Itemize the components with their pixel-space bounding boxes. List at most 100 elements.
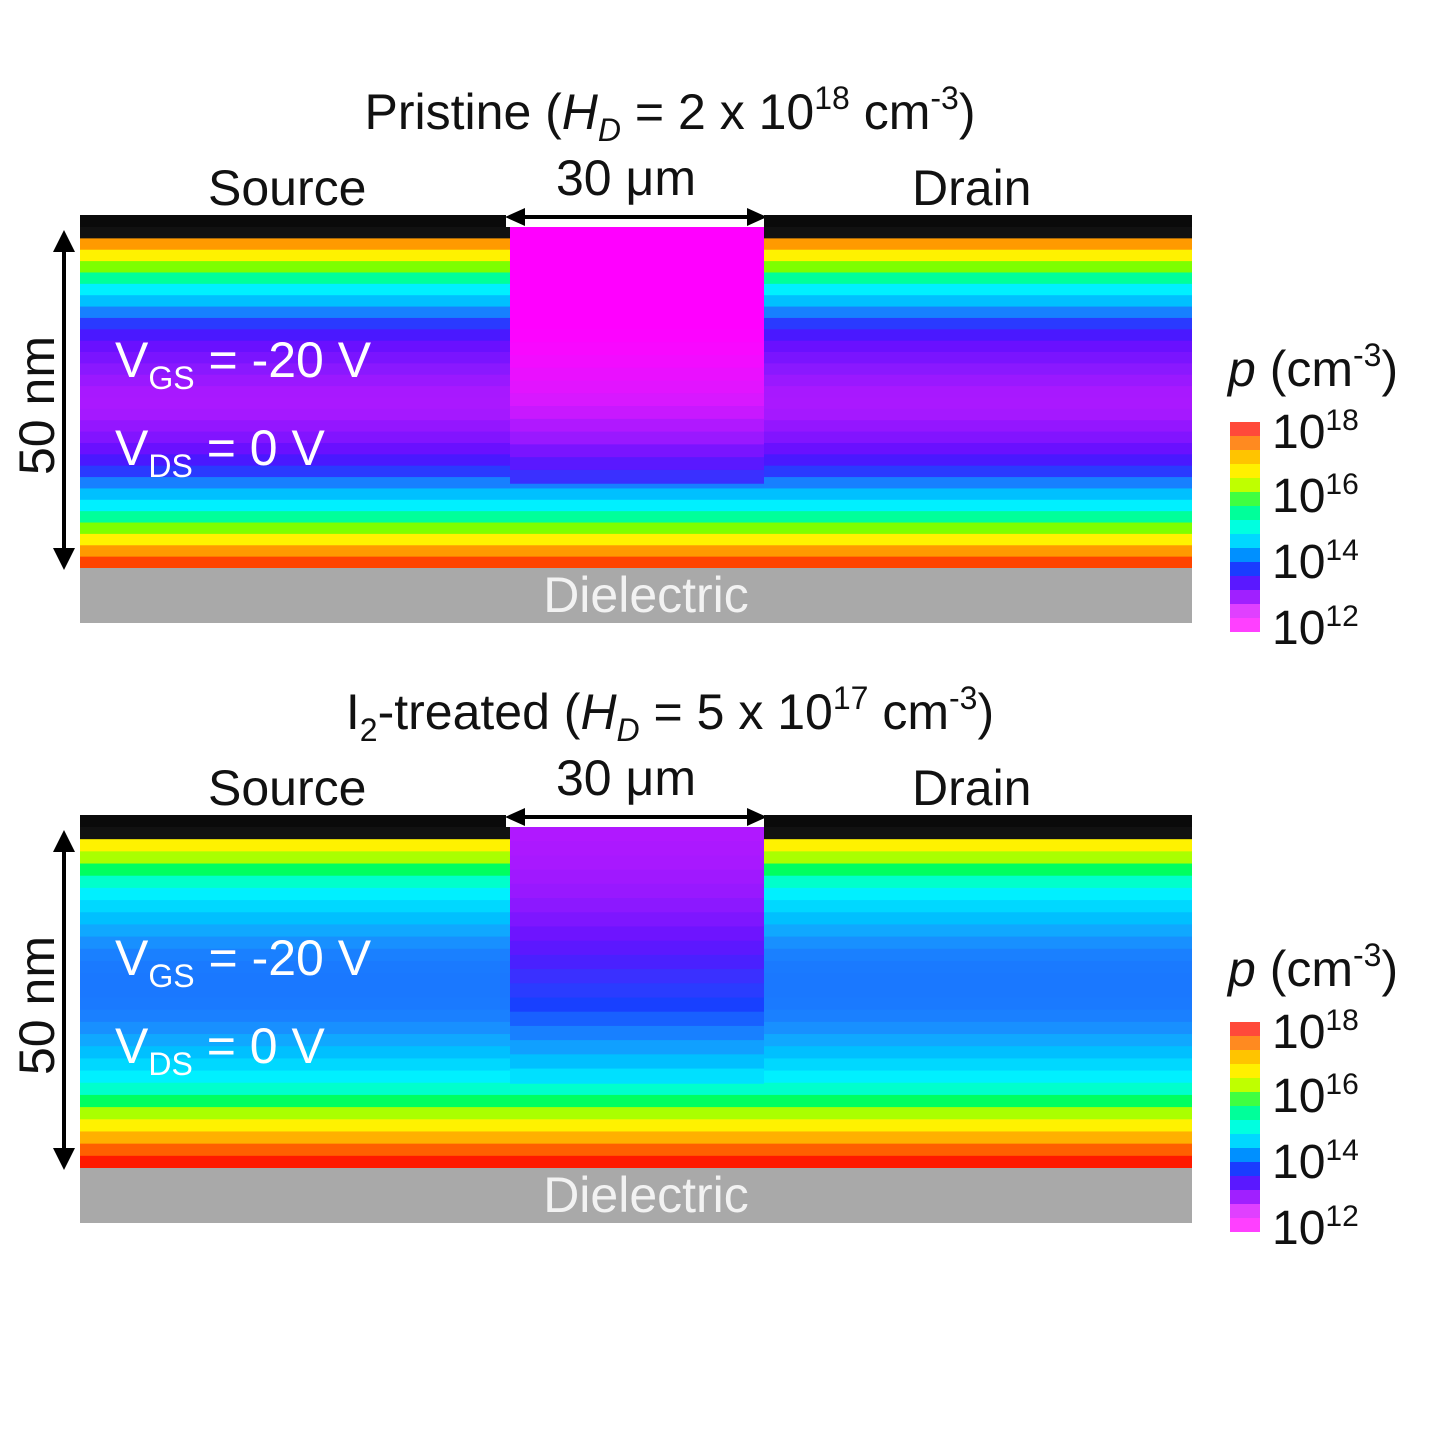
channel-width-arrow (505, 208, 767, 226)
density-band-drain-side (764, 397, 1192, 410)
source-contact (80, 215, 506, 227)
density-band-source-side (80, 1021, 510, 1036)
colorbar-segment (1230, 534, 1260, 549)
density-band-drain-side (764, 420, 1192, 433)
colorbar-segment (1230, 1176, 1260, 1191)
density-band-drain-side (764, 1082, 1192, 1096)
density-band-drain-side (764, 839, 1192, 853)
density-band-channel-under (510, 511, 764, 524)
density-band-channel (510, 997, 764, 1013)
density-band-channel (510, 912, 764, 928)
density-band-drain-side (764, 1070, 1192, 1084)
density-band-drain-side (764, 374, 1192, 388)
density-band-channel (510, 252, 764, 267)
density-band-source-side (80, 1155, 510, 1168)
density-band-drain-side (764, 997, 1192, 1011)
density-band-drain-side (764, 283, 1192, 297)
colorbar-segment (1230, 464, 1260, 479)
colorbar-tick: 1014 (1272, 534, 1359, 589)
colorbar-tick: 1012 (1272, 1200, 1359, 1255)
density-band-channel (510, 983, 764, 999)
density-band-drain-side (764, 973, 1192, 987)
colorbar-tick: 1012 (1272, 600, 1359, 655)
density-band-drain-side (764, 1009, 1192, 1023)
density-band-source-side (80, 306, 510, 319)
density-band-channel (510, 393, 764, 408)
density-band-source-side (80, 997, 510, 1011)
dielectric-label: Dielectric (543, 1167, 749, 1223)
density-band-source-side (80, 1034, 510, 1048)
density-band-source-side (80, 827, 510, 841)
colorbar-segment (1230, 478, 1260, 493)
drain-label: Drain (912, 760, 1032, 816)
density-band-channel (510, 841, 764, 857)
density-band-source-side (80, 900, 510, 914)
thickness-label: 50 nm (9, 336, 65, 475)
channel-width-label: 30 μm (556, 750, 696, 806)
density-band-channel-under (510, 1094, 764, 1109)
density-band-source-side (80, 499, 510, 513)
density-band-source-side (80, 488, 510, 501)
source-label: Source (208, 760, 367, 816)
vds-label: VDS = 0 V (115, 1018, 325, 1082)
panel-i2-treated: I2-treated (HD = 5 x 1017 cm-3) Source D… (0, 600, 1439, 1254)
density-band-source-side (80, 386, 510, 399)
panel-title: Pristine (HD = 2 x 1018 cm-3) (364, 80, 976, 148)
density-band-drain-side (764, 851, 1192, 865)
density-band-source-side (80, 227, 510, 240)
colorbar-segment (1230, 1218, 1260, 1232)
channel-width-label: 30 μm (556, 150, 696, 206)
colorbar-segment (1230, 604, 1260, 619)
density-band-drain-side (764, 556, 1192, 568)
colorbar-segment (1230, 1106, 1260, 1121)
density-band-drain-side (764, 340, 1192, 354)
density-band-channel (510, 940, 764, 956)
colorbar-segment (1230, 1190, 1260, 1205)
colorbar-tick: 1016 (1272, 468, 1359, 523)
density-band-channel (510, 418, 764, 433)
density-band-drain-side (764, 948, 1192, 962)
colorbar-segment (1230, 1204, 1260, 1219)
density-band-drain-side (764, 442, 1192, 456)
colorbar-tick: 1014 (1272, 1134, 1359, 1189)
density-band-drain-side (764, 386, 1192, 399)
density-band-drain-side (764, 352, 1192, 365)
density-band-source-side (80, 1009, 510, 1023)
density-band-source-side (80, 960, 510, 975)
drain-contact (764, 815, 1192, 827)
colorbar-segment (1230, 1092, 1260, 1107)
drain-contact (764, 215, 1192, 227)
colorbar-segment (1230, 1036, 1260, 1051)
density-band-drain-side (764, 1119, 1192, 1133)
density-band-drain-side (764, 465, 1192, 479)
vgs-label: VGS = -20 V (115, 930, 372, 994)
density-band-drain-side (764, 408, 1192, 422)
density-band-source-side (80, 1119, 510, 1133)
vds-label: VDS = 0 V (115, 420, 325, 484)
panel-pristine: Pristine (HD = 2 x 1018 cm-3) Source Dra… (0, 0, 1439, 654)
density-band-drain-side (764, 499, 1192, 513)
density-band-drain-side (764, 1021, 1192, 1036)
density-band-source-side (80, 533, 510, 547)
colorbar-segment (1230, 436, 1260, 451)
colorbar-segment (1230, 618, 1260, 632)
colorbar-segment (1230, 506, 1260, 521)
density-band-channel (510, 431, 764, 446)
colorbar-segment (1230, 1078, 1260, 1093)
density-band-drain-side (764, 261, 1192, 274)
density-band-source-side (80, 948, 510, 962)
density-band-source-side (80, 924, 510, 938)
density-band-drain-side (764, 227, 1192, 240)
density-band-source-side (80, 545, 510, 558)
density-band-source-side (80, 408, 510, 422)
density-band-channel-under (510, 545, 764, 558)
colorbar-segment (1230, 1162, 1260, 1177)
colorbar-segment (1230, 548, 1260, 563)
density-band-channel (510, 406, 764, 420)
density-band-channel-under (510, 1082, 764, 1096)
density-band-source-side (80, 1058, 510, 1072)
colorbar-segment (1230, 562, 1260, 577)
density-band-source-side (80, 454, 510, 467)
hole-density-map (80, 227, 1192, 568)
density-band-source-side (80, 420, 510, 433)
